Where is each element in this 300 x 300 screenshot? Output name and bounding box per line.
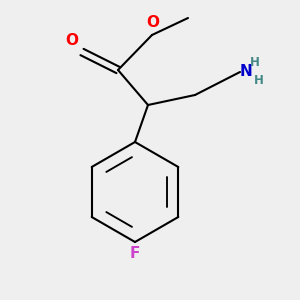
Text: F: F — [130, 246, 140, 261]
Text: N: N — [240, 64, 253, 80]
Text: H: H — [250, 56, 260, 68]
Text: H: H — [254, 74, 264, 86]
Text: O: O — [146, 15, 160, 30]
Text: O: O — [65, 33, 78, 48]
